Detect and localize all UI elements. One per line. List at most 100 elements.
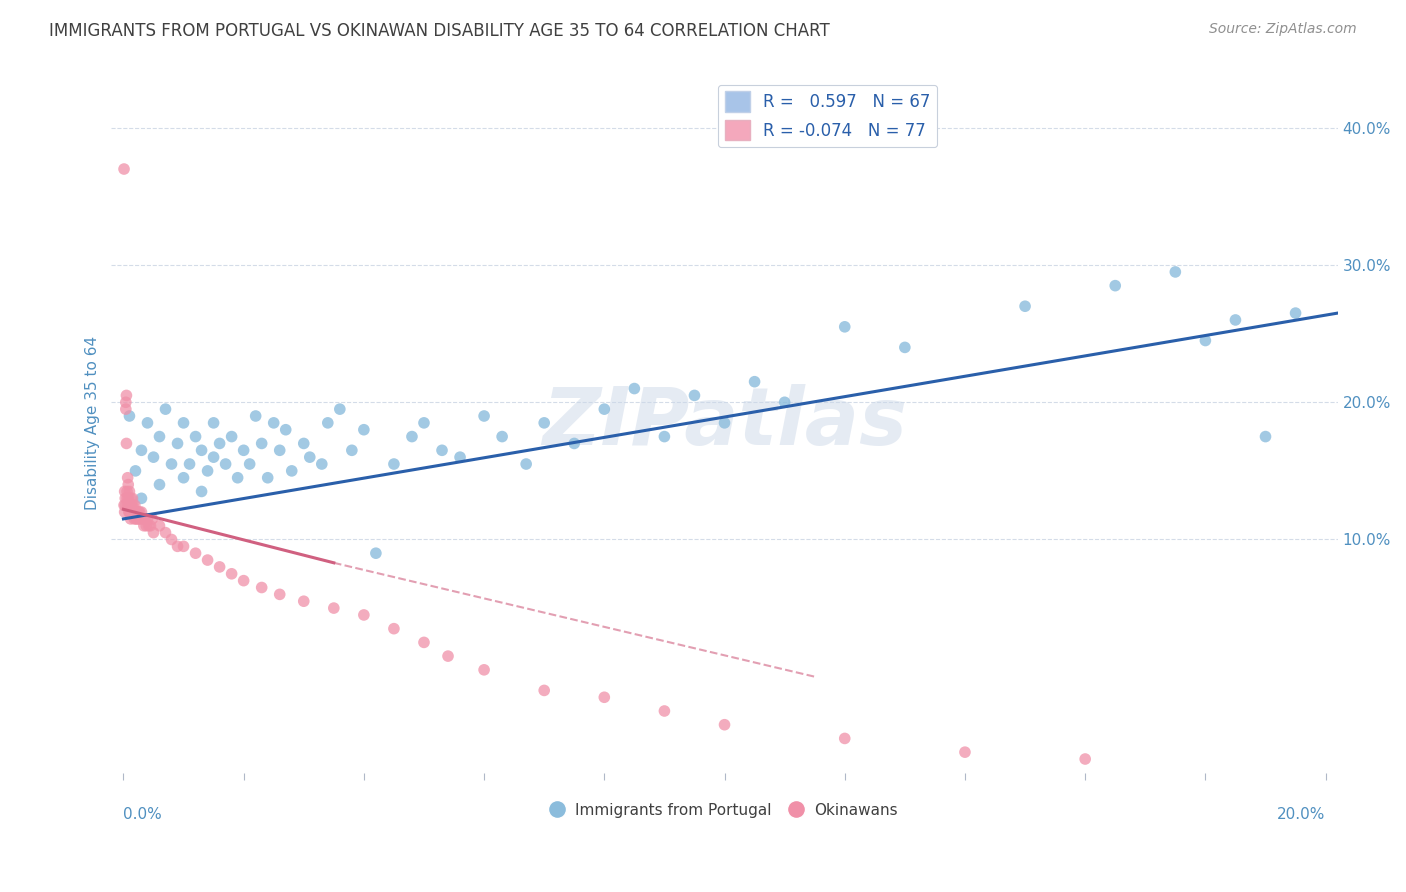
Point	[115, 436, 138, 450]
Point	[125, 512, 148, 526]
Point	[533, 416, 555, 430]
Point	[533, 683, 555, 698]
Point	[118, 409, 141, 423]
Text: ZIPatlas: ZIPatlas	[543, 384, 907, 462]
Point	[114, 484, 136, 499]
Point	[179, 457, 201, 471]
Point	[117, 471, 139, 485]
Point	[127, 505, 149, 519]
Point	[120, 512, 142, 526]
Point	[744, 375, 766, 389]
Point	[683, 388, 706, 402]
Point	[256, 471, 278, 485]
Point	[515, 457, 537, 471]
Point	[713, 416, 735, 430]
Point	[112, 161, 135, 176]
Point	[773, 395, 796, 409]
Point	[117, 498, 139, 512]
Point	[593, 690, 616, 705]
Point	[280, 464, 302, 478]
Point	[136, 416, 159, 430]
Point	[491, 429, 513, 443]
Point	[160, 533, 183, 547]
Point	[128, 505, 150, 519]
Point	[139, 518, 162, 533]
Point	[208, 436, 231, 450]
Point	[472, 663, 495, 677]
Point	[141, 512, 163, 526]
Point	[127, 512, 149, 526]
Point	[121, 491, 143, 506]
Point	[160, 457, 183, 471]
Point	[202, 416, 225, 430]
Point	[114, 491, 136, 506]
Point	[562, 436, 585, 450]
Point	[713, 717, 735, 731]
Point	[173, 416, 195, 430]
Point	[472, 409, 495, 423]
Point	[239, 457, 262, 471]
Point	[118, 498, 141, 512]
Point	[226, 471, 249, 485]
Point	[197, 553, 219, 567]
Point	[430, 443, 453, 458]
Point	[190, 484, 212, 499]
Point	[316, 416, 339, 430]
Point	[894, 340, 917, 354]
Point	[292, 594, 315, 608]
Point	[117, 477, 139, 491]
Point	[131, 491, 153, 506]
Point	[413, 635, 436, 649]
Point	[202, 450, 225, 465]
Point	[173, 471, 195, 485]
Point	[155, 525, 177, 540]
Point	[1014, 299, 1036, 313]
Point	[115, 402, 138, 417]
Point	[834, 731, 856, 746]
Point	[593, 402, 616, 417]
Point	[148, 518, 170, 533]
Point	[184, 546, 207, 560]
Point	[122, 505, 145, 519]
Point	[115, 388, 138, 402]
Point	[131, 443, 153, 458]
Point	[125, 505, 148, 519]
Point	[120, 491, 142, 506]
Point	[1104, 278, 1126, 293]
Point	[118, 505, 141, 519]
Point	[382, 622, 405, 636]
Point	[413, 416, 436, 430]
Point	[166, 539, 188, 553]
Point	[118, 505, 141, 519]
Point	[117, 491, 139, 506]
Point	[190, 443, 212, 458]
Point	[134, 512, 156, 526]
Point	[129, 512, 152, 526]
Point	[263, 416, 285, 430]
Point	[322, 601, 344, 615]
Point	[124, 505, 146, 519]
Point	[122, 512, 145, 526]
Point	[115, 484, 138, 499]
Point	[232, 443, 254, 458]
Point	[654, 429, 676, 443]
Point	[112, 498, 135, 512]
Text: Source: ZipAtlas.com: Source: ZipAtlas.com	[1209, 22, 1357, 37]
Point	[148, 477, 170, 491]
Point	[208, 560, 231, 574]
Point	[340, 443, 363, 458]
Point	[122, 498, 145, 512]
Point	[834, 319, 856, 334]
Point	[311, 457, 333, 471]
Point	[166, 436, 188, 450]
Point	[115, 491, 138, 506]
Point	[353, 607, 375, 622]
Point	[401, 429, 423, 443]
Point	[329, 402, 352, 417]
Point	[623, 382, 645, 396]
Point	[1225, 313, 1247, 327]
Point	[115, 395, 138, 409]
Point	[121, 498, 143, 512]
Point	[1074, 752, 1097, 766]
Point	[221, 566, 243, 581]
